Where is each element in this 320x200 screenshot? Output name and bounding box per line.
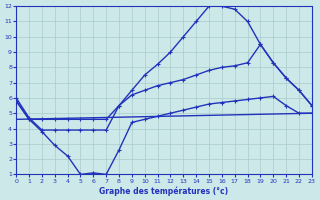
X-axis label: Graphe des températures (°c): Graphe des températures (°c)	[100, 186, 228, 196]
